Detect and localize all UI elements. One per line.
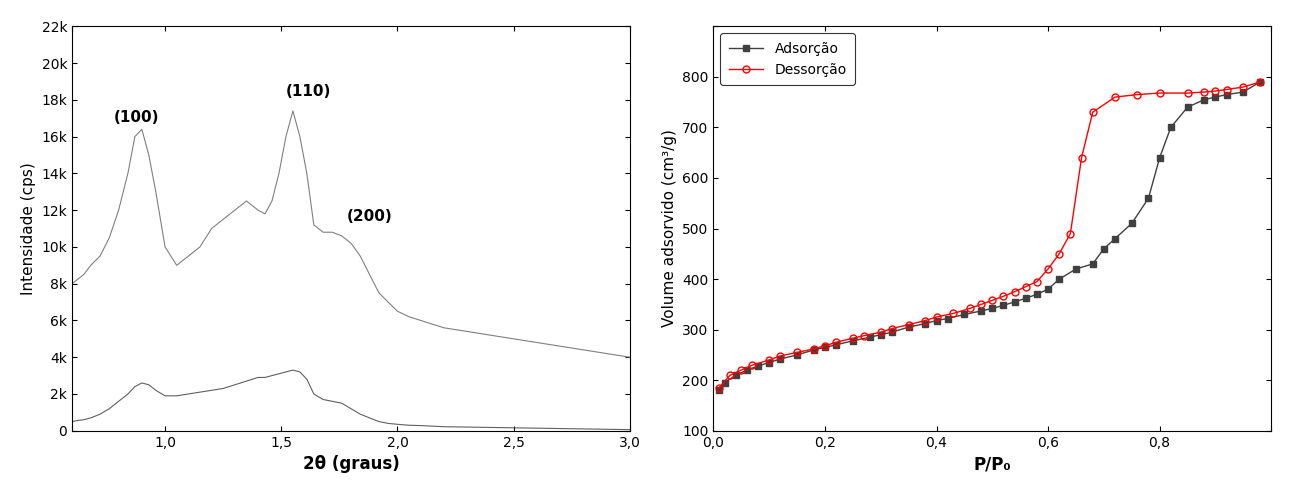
Adsorção	[1096, 246, 1111, 252]
Line: Dessorção: Dessorção	[716, 79, 1264, 391]
Dessorção	[1208, 88, 1224, 94]
Adsorção	[929, 318, 944, 324]
Dessorção	[1129, 91, 1145, 97]
Adsorção	[1030, 291, 1045, 297]
Adsorção	[873, 332, 889, 338]
Dessorção	[789, 349, 805, 355]
Adsorção	[1085, 261, 1101, 267]
Adsorção	[996, 302, 1012, 308]
Dessorção	[1107, 94, 1123, 100]
Adsorção	[727, 372, 743, 378]
Dessorção	[818, 343, 833, 349]
Dessorção	[1152, 90, 1168, 96]
Adsorção	[828, 342, 844, 348]
Adsorção	[1163, 124, 1178, 130]
Adsorção	[956, 312, 972, 318]
Adsorção	[1018, 295, 1034, 301]
Adsorção	[1252, 79, 1267, 85]
Dessorção	[857, 333, 872, 339]
Adsorção	[712, 387, 727, 393]
Adsorção	[985, 305, 1000, 311]
Dessorção	[973, 301, 988, 307]
Adsorção	[751, 363, 766, 369]
Dessorção	[1040, 266, 1056, 272]
Adsorção	[761, 360, 776, 366]
Dessorção	[1074, 155, 1089, 161]
Dessorção	[946, 311, 961, 317]
Adsorção	[717, 380, 733, 386]
Dessorção	[734, 367, 749, 373]
Text: (200): (200)	[346, 209, 391, 224]
Dessorção	[773, 353, 788, 359]
Dessorção	[1006, 289, 1022, 295]
Dessorção	[722, 372, 738, 378]
Adsorção	[884, 329, 899, 335]
Dessorção	[1052, 251, 1067, 257]
Adsorção	[1052, 276, 1067, 282]
Text: (110): (110)	[286, 84, 331, 99]
Dessorção	[901, 322, 916, 328]
Line: Adsorção: Adsorção	[716, 79, 1262, 393]
Adsorção	[901, 324, 916, 330]
Adsorção	[818, 344, 833, 350]
Adsorção	[1124, 220, 1140, 226]
Dessorção	[1180, 90, 1195, 96]
Adsorção	[1068, 266, 1084, 272]
Y-axis label: Intensidade (cps): Intensidade (cps)	[21, 162, 36, 295]
Adsorção	[1152, 155, 1168, 161]
Legend: Adsorção, Dessorção: Adsorção, Dessorção	[721, 33, 855, 85]
Dessorção	[845, 335, 860, 341]
Adsorção	[739, 367, 755, 373]
Dessorção	[985, 297, 1000, 303]
Dessorção	[884, 326, 899, 331]
Dessorção	[1196, 89, 1212, 95]
Dessorção	[963, 305, 978, 311]
Dessorção	[1252, 79, 1267, 85]
Y-axis label: Volume adsorvido (cm³/g): Volume adsorvido (cm³/g)	[662, 129, 677, 328]
Dessorção	[744, 362, 760, 368]
Adsorção	[862, 334, 877, 340]
Adsorção	[1235, 89, 1251, 95]
Adsorção	[1208, 94, 1224, 100]
Dessorção	[806, 346, 822, 352]
Dessorção	[929, 314, 944, 320]
Adsorção	[973, 308, 988, 314]
Adsorção	[1040, 286, 1056, 292]
Adsorção	[845, 338, 860, 344]
Dessorção	[1235, 84, 1251, 90]
Dessorção	[761, 357, 776, 363]
Dessorção	[917, 318, 933, 324]
Dessorção	[1030, 279, 1045, 285]
Text: (100): (100)	[114, 110, 159, 125]
Dessorção	[1018, 284, 1034, 289]
Adsorção	[1218, 91, 1234, 97]
Dessorção	[828, 339, 844, 345]
Dessorção	[1062, 231, 1078, 237]
X-axis label: 2θ (graus): 2θ (graus)	[302, 455, 399, 473]
Adsorção	[917, 321, 933, 327]
Dessorção	[996, 293, 1012, 299]
Dessorção	[712, 385, 727, 391]
Adsorção	[1107, 236, 1123, 242]
Adsorção	[1006, 299, 1022, 305]
Adsorção	[806, 347, 822, 353]
X-axis label: P/P₀: P/P₀	[973, 455, 1012, 473]
Adsorção	[789, 352, 805, 358]
Adsorção	[1141, 195, 1156, 201]
Dessorção	[873, 329, 889, 335]
Dessorção	[1218, 86, 1234, 92]
Adsorção	[1180, 104, 1195, 110]
Adsorção	[1196, 97, 1212, 103]
Adsorção	[939, 316, 955, 322]
Dessorção	[1085, 109, 1101, 115]
Adsorção	[773, 356, 788, 362]
